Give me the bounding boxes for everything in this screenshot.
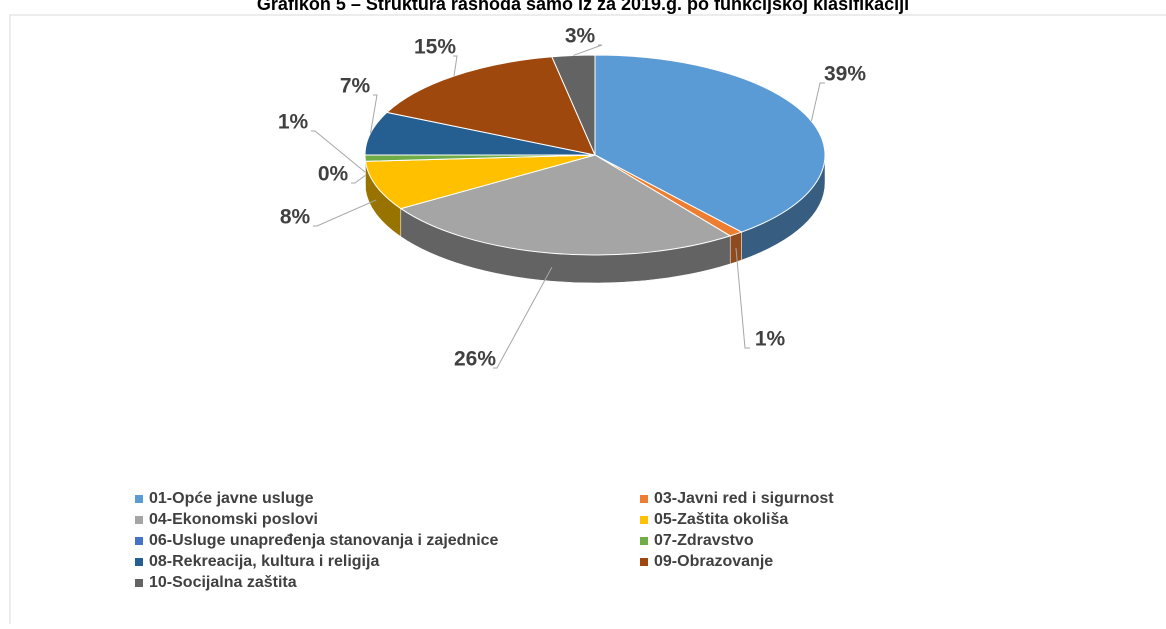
data-label: 0% xyxy=(318,163,349,186)
data-label: 8% xyxy=(280,206,311,229)
data-label: 7% xyxy=(340,75,371,98)
slice-side xyxy=(730,232,741,264)
legend-swatch xyxy=(135,558,143,566)
legend-swatch xyxy=(135,516,143,524)
chart-title: Grafikon 5 – Struktura rashoda samo iz z… xyxy=(257,0,909,14)
legend-swatch xyxy=(640,516,648,524)
legend-label: 07-Zdravstvo xyxy=(654,532,754,549)
legend-swatch xyxy=(640,537,648,545)
legend-label: 10-Socijalna zaštita xyxy=(149,574,297,591)
data-label: 15% xyxy=(414,36,456,59)
legend-label: 06-Usluge unapređenja stanovanja i zajed… xyxy=(149,532,499,549)
data-label: 1% xyxy=(755,328,786,351)
legend-swatch xyxy=(135,579,143,587)
data-label: 26% xyxy=(454,348,496,371)
legend-swatch xyxy=(135,537,143,545)
legend-label: 04-Ekonomski poslovi xyxy=(149,511,318,528)
legend-label: 08-Rekreacija, kultura i religija xyxy=(149,553,379,570)
legend-label: 05-Zaštita okoliša xyxy=(654,511,788,528)
legend-label: 09-Obrazovanje xyxy=(654,553,773,570)
data-label: 1% xyxy=(278,111,309,134)
legend-label: 03-Javni red i sigurnost xyxy=(654,490,834,507)
legend-swatch xyxy=(640,558,648,566)
legend-swatch xyxy=(640,495,648,503)
legend-label: 01-Opće javne usluge xyxy=(149,490,314,507)
legend-swatch xyxy=(135,495,143,503)
data-label: 3% xyxy=(565,25,596,48)
data-label: 39% xyxy=(824,63,866,86)
